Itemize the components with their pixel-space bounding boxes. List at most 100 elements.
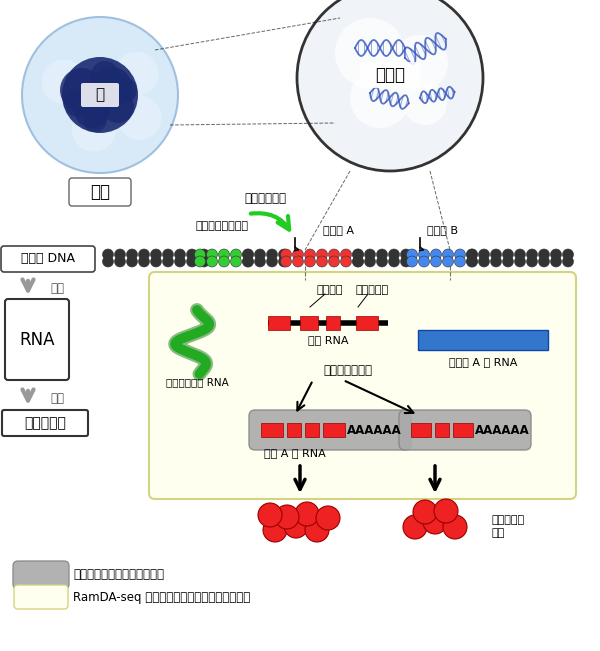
Bar [418,330,548,350]
Circle shape [92,67,132,107]
Circle shape [278,256,290,267]
Circle shape [467,249,478,260]
Circle shape [281,249,292,260]
Text: 遺伝子 A: 遺伝子 A [323,225,354,235]
Text: AAAAAA: AAAAAA [347,424,402,437]
Circle shape [353,249,364,260]
Text: エキソン: エキソン [317,285,343,295]
Circle shape [113,78,137,102]
Circle shape [515,256,526,267]
Circle shape [206,256,218,267]
FancyBboxPatch shape [249,410,411,450]
Circle shape [163,249,173,260]
Text: 翻訳: 翻訳 [50,391,64,404]
Text: 細胞: 細胞 [90,183,110,201]
Circle shape [443,249,454,260]
Circle shape [316,506,340,530]
Circle shape [377,249,388,260]
Circle shape [263,518,287,542]
Circle shape [187,249,197,260]
Circle shape [230,256,241,267]
Circle shape [551,249,562,260]
FancyBboxPatch shape [5,299,69,380]
Bar [356,316,378,330]
Circle shape [103,249,113,260]
Circle shape [401,249,412,260]
Circle shape [64,89,92,117]
Circle shape [479,256,490,267]
Circle shape [353,256,364,267]
Circle shape [389,256,400,267]
Circle shape [431,256,442,267]
Circle shape [491,256,502,267]
Circle shape [419,256,430,267]
Circle shape [329,249,340,260]
Circle shape [539,256,550,267]
Circle shape [242,256,254,267]
Circle shape [365,249,376,260]
Circle shape [297,0,483,171]
FancyBboxPatch shape [14,585,68,609]
Circle shape [423,510,447,534]
Circle shape [187,256,197,267]
Circle shape [199,249,209,260]
Circle shape [72,107,116,152]
Circle shape [242,249,254,260]
FancyBboxPatch shape [13,561,69,589]
Circle shape [350,68,410,128]
Circle shape [467,256,478,267]
FancyBboxPatch shape [149,272,576,499]
Text: RamDA-seq で新たに計測が可能となった範囲: RamDA-seq で新たに計測が可能となった範囲 [73,590,250,603]
Circle shape [266,256,277,267]
Text: 遺伝子 B: 遺伝子 B [427,225,458,235]
Circle shape [102,91,134,123]
Circle shape [377,256,388,267]
Text: タンパク質: タンパク質 [24,416,66,430]
Circle shape [139,256,149,267]
Circle shape [254,249,265,260]
Bar [326,316,340,330]
Circle shape [305,518,329,542]
Circle shape [455,249,466,260]
Circle shape [551,256,562,267]
Circle shape [62,57,138,133]
Circle shape [389,249,400,260]
Circle shape [407,249,418,260]
FancyBboxPatch shape [81,83,119,107]
Circle shape [353,256,364,267]
Circle shape [151,256,161,267]
Circle shape [60,68,104,112]
Circle shape [115,52,158,96]
Circle shape [91,61,119,89]
Bar [300,316,318,330]
Text: ゲノム: ゲノム [375,66,405,84]
Circle shape [242,256,254,267]
Circle shape [419,249,430,260]
Circle shape [293,249,304,260]
Circle shape [115,249,125,260]
Circle shape [407,256,418,267]
Circle shape [258,503,282,527]
Circle shape [317,256,328,267]
Circle shape [295,502,319,526]
Circle shape [305,249,316,260]
Circle shape [413,500,437,524]
Circle shape [443,515,467,539]
Circle shape [199,256,209,267]
Circle shape [503,249,514,260]
Circle shape [163,256,173,267]
Circle shape [491,249,502,260]
Circle shape [74,92,110,128]
Circle shape [115,256,125,267]
Circle shape [317,249,328,260]
Circle shape [230,249,241,260]
Text: エンハンサー領域: エンハンサー領域 [196,221,248,231]
Text: 転写を活性化: 転写を活性化 [244,191,286,204]
Circle shape [175,256,185,267]
Circle shape [206,249,218,260]
Circle shape [434,499,458,523]
Text: 新生 RNA: 新生 RNA [308,335,348,345]
Circle shape [218,249,229,260]
Text: ポリ A 型 RNA: ポリ A 型 RNA [264,448,326,458]
Circle shape [151,249,161,260]
